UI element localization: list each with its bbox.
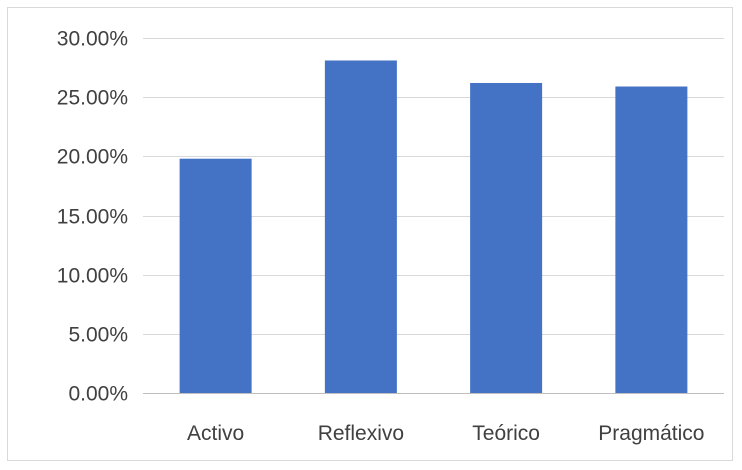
bar-pragmático [615,86,688,394]
x-axis-tick-labels: Activo Reflexivo Teórico Pragmático [187,422,704,445]
bar-teórico [470,82,543,393]
x-tick-label: Pragmático [598,422,704,445]
bar-reflexivo [324,60,397,393]
y-tick-label: 15.00% [57,206,128,229]
y-tick-label: 20.00% [57,146,128,169]
x-tick-label: Activo [187,422,244,445]
bars [179,60,688,394]
y-tick-label: 10.00% [57,265,128,288]
bar-activo [179,158,252,393]
y-tick-label: 5.00% [68,324,128,347]
y-tick-label: 25.00% [57,87,128,110]
y-axis-tick-labels: 0.00% 5.00% 10.00% 15.00% 20.00% 25.00% 30.00% [57,28,128,406]
x-tick-label: Reflexivo [318,422,404,445]
y-tick-label: 0.00% [68,383,128,406]
y-tick-label: 30.00% [57,28,128,51]
chart-area: 0.00% 5.00% 10.00% 15.00% 20.00% 25.00% 30.00%… [7,7,733,461]
x-tick-label: Teórico [472,422,540,445]
